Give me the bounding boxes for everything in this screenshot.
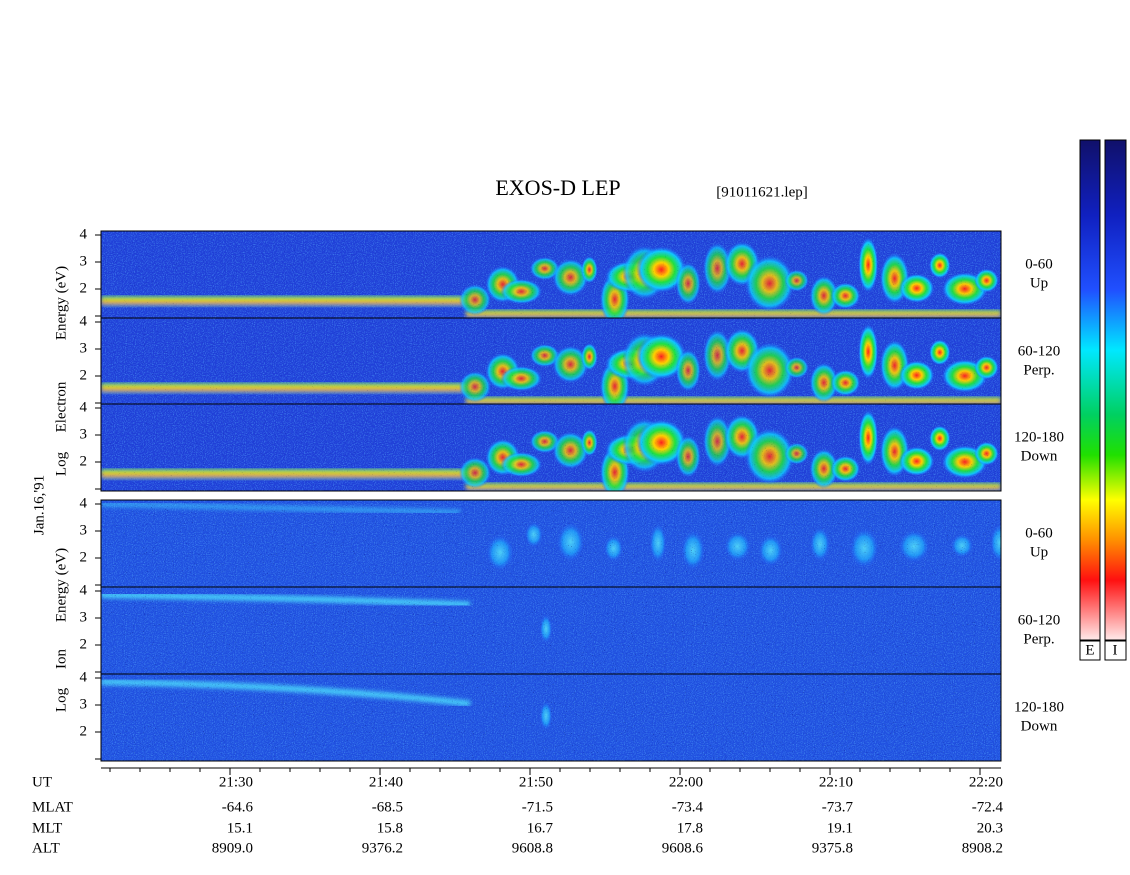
row-label: MLAT [32, 799, 73, 815]
spectrogram [101, 674, 1001, 761]
footer-value: 15.1 [227, 820, 253, 836]
footer-value: 21:30 [219, 774, 253, 790]
footer-value: -64.6 [222, 799, 254, 815]
colorbar [1104, 139, 1127, 641]
colorbar-label-box [1079, 640, 1101, 661]
y-axis-label: Energy (eV) [53, 266, 69, 340]
y-tick-label: 3 [80, 253, 88, 269]
panel-range: 60-120 [1018, 343, 1061, 359]
footer-value: -68.5 [372, 799, 403, 815]
footer-value: 9608.8 [512, 840, 553, 856]
panel-direction: Up [1030, 275, 1048, 291]
date: Jan.16,'91 [31, 475, 47, 535]
panel-range: 60-120 [1018, 612, 1061, 628]
footer-value: 9376.2 [362, 840, 403, 856]
footer-value: 21:50 [519, 774, 553, 790]
y-tick-label: 4 [80, 495, 88, 511]
file-name: [91011621.lep] [716, 184, 808, 200]
footer-value: 8909.0 [212, 840, 253, 856]
footer-value: -71.5 [522, 799, 553, 815]
y-axis-label: Ion [53, 649, 69, 669]
footer-value: 22:00 [669, 774, 703, 790]
title: EXOS-D LEP [495, 175, 620, 200]
footer-value: 8908.2 [962, 840, 1003, 856]
row-label: MLT [32, 820, 62, 836]
y-tick-label: 4 [80, 582, 88, 598]
y-tick-label: 4 [80, 669, 88, 685]
y-axis-label: Log [53, 451, 69, 476]
colorbar-label: E [1085, 642, 1094, 658]
y-tick-label: 2 [80, 280, 88, 296]
footer-value: 16.7 [527, 820, 554, 836]
colorbar-label-box [1104, 640, 1127, 661]
footer-value: 22:20 [969, 774, 1003, 790]
dropouts [101, 404, 1001, 491]
y-tick-label: 2 [80, 723, 88, 739]
y-tick-label: 3 [80, 426, 88, 442]
footer-value: -72.4 [972, 799, 1004, 815]
spectrogram [101, 231, 1001, 318]
footer-value: 9375.8 [812, 840, 853, 856]
spectrogram [101, 500, 1001, 587]
footer-value: 19.1 [827, 820, 853, 836]
y-tick-label: 3 [80, 522, 88, 538]
y-tick-label: 2 [80, 367, 88, 383]
spectrogram [101, 587, 1001, 674]
panel-direction: Up [1030, 544, 1048, 560]
colorbar-label: I [1113, 642, 1118, 658]
dropouts [101, 587, 1001, 674]
spectrogram [101, 318, 1001, 405]
y-axis-label: Electron [53, 381, 69, 432]
panel-range: 0-60 [1025, 256, 1053, 272]
panel-direction: Perp. [1023, 362, 1054, 378]
footer-value: -73.7 [822, 799, 854, 815]
footer-value: 15.8 [377, 820, 403, 836]
footer-value: 20.3 [977, 820, 1003, 836]
dropouts [101, 674, 1001, 761]
y-axis-label: Energy (eV) [53, 548, 69, 622]
y-tick-label: 2 [80, 636, 88, 652]
panel-frame [100, 403, 1002, 492]
y-tick-label: 2 [80, 549, 88, 565]
panels [100, 230, 1002, 762]
y-tick-label: 2 [80, 453, 88, 469]
panel-direction: Perp. [1023, 631, 1054, 647]
y-tick-label: 4 [80, 313, 88, 329]
dropouts [101, 500, 1001, 587]
dropouts [101, 231, 1001, 318]
y-tick-label: 3 [80, 609, 88, 625]
row-label: UT [32, 774, 52, 790]
panel-range: 120-180 [1014, 429, 1064, 445]
y-tick-label: 3 [80, 340, 88, 356]
panel-direction: Down [1021, 448, 1058, 464]
y-tick-label: 4 [80, 399, 88, 415]
y-tick-label: 4 [80, 226, 88, 242]
panel-range: 0-60 [1025, 525, 1053, 541]
footer-value: -73.4 [672, 799, 704, 815]
footer-value: 17.8 [677, 820, 703, 836]
footer-value: 9608.6 [662, 840, 704, 856]
y-tick-label: 3 [80, 696, 88, 712]
footer-value: 21:40 [369, 774, 403, 790]
footer-value: 22:10 [819, 774, 853, 790]
colorbar [1079, 139, 1101, 641]
panel-frame [100, 673, 1002, 762]
dropouts [101, 318, 1001, 405]
y-axis-label: Log [53, 687, 69, 712]
panel-direction: Down [1021, 718, 1058, 734]
spectrogram [101, 404, 1001, 491]
panel-range: 120-180 [1014, 699, 1064, 715]
row-label: ALT [32, 840, 60, 856]
